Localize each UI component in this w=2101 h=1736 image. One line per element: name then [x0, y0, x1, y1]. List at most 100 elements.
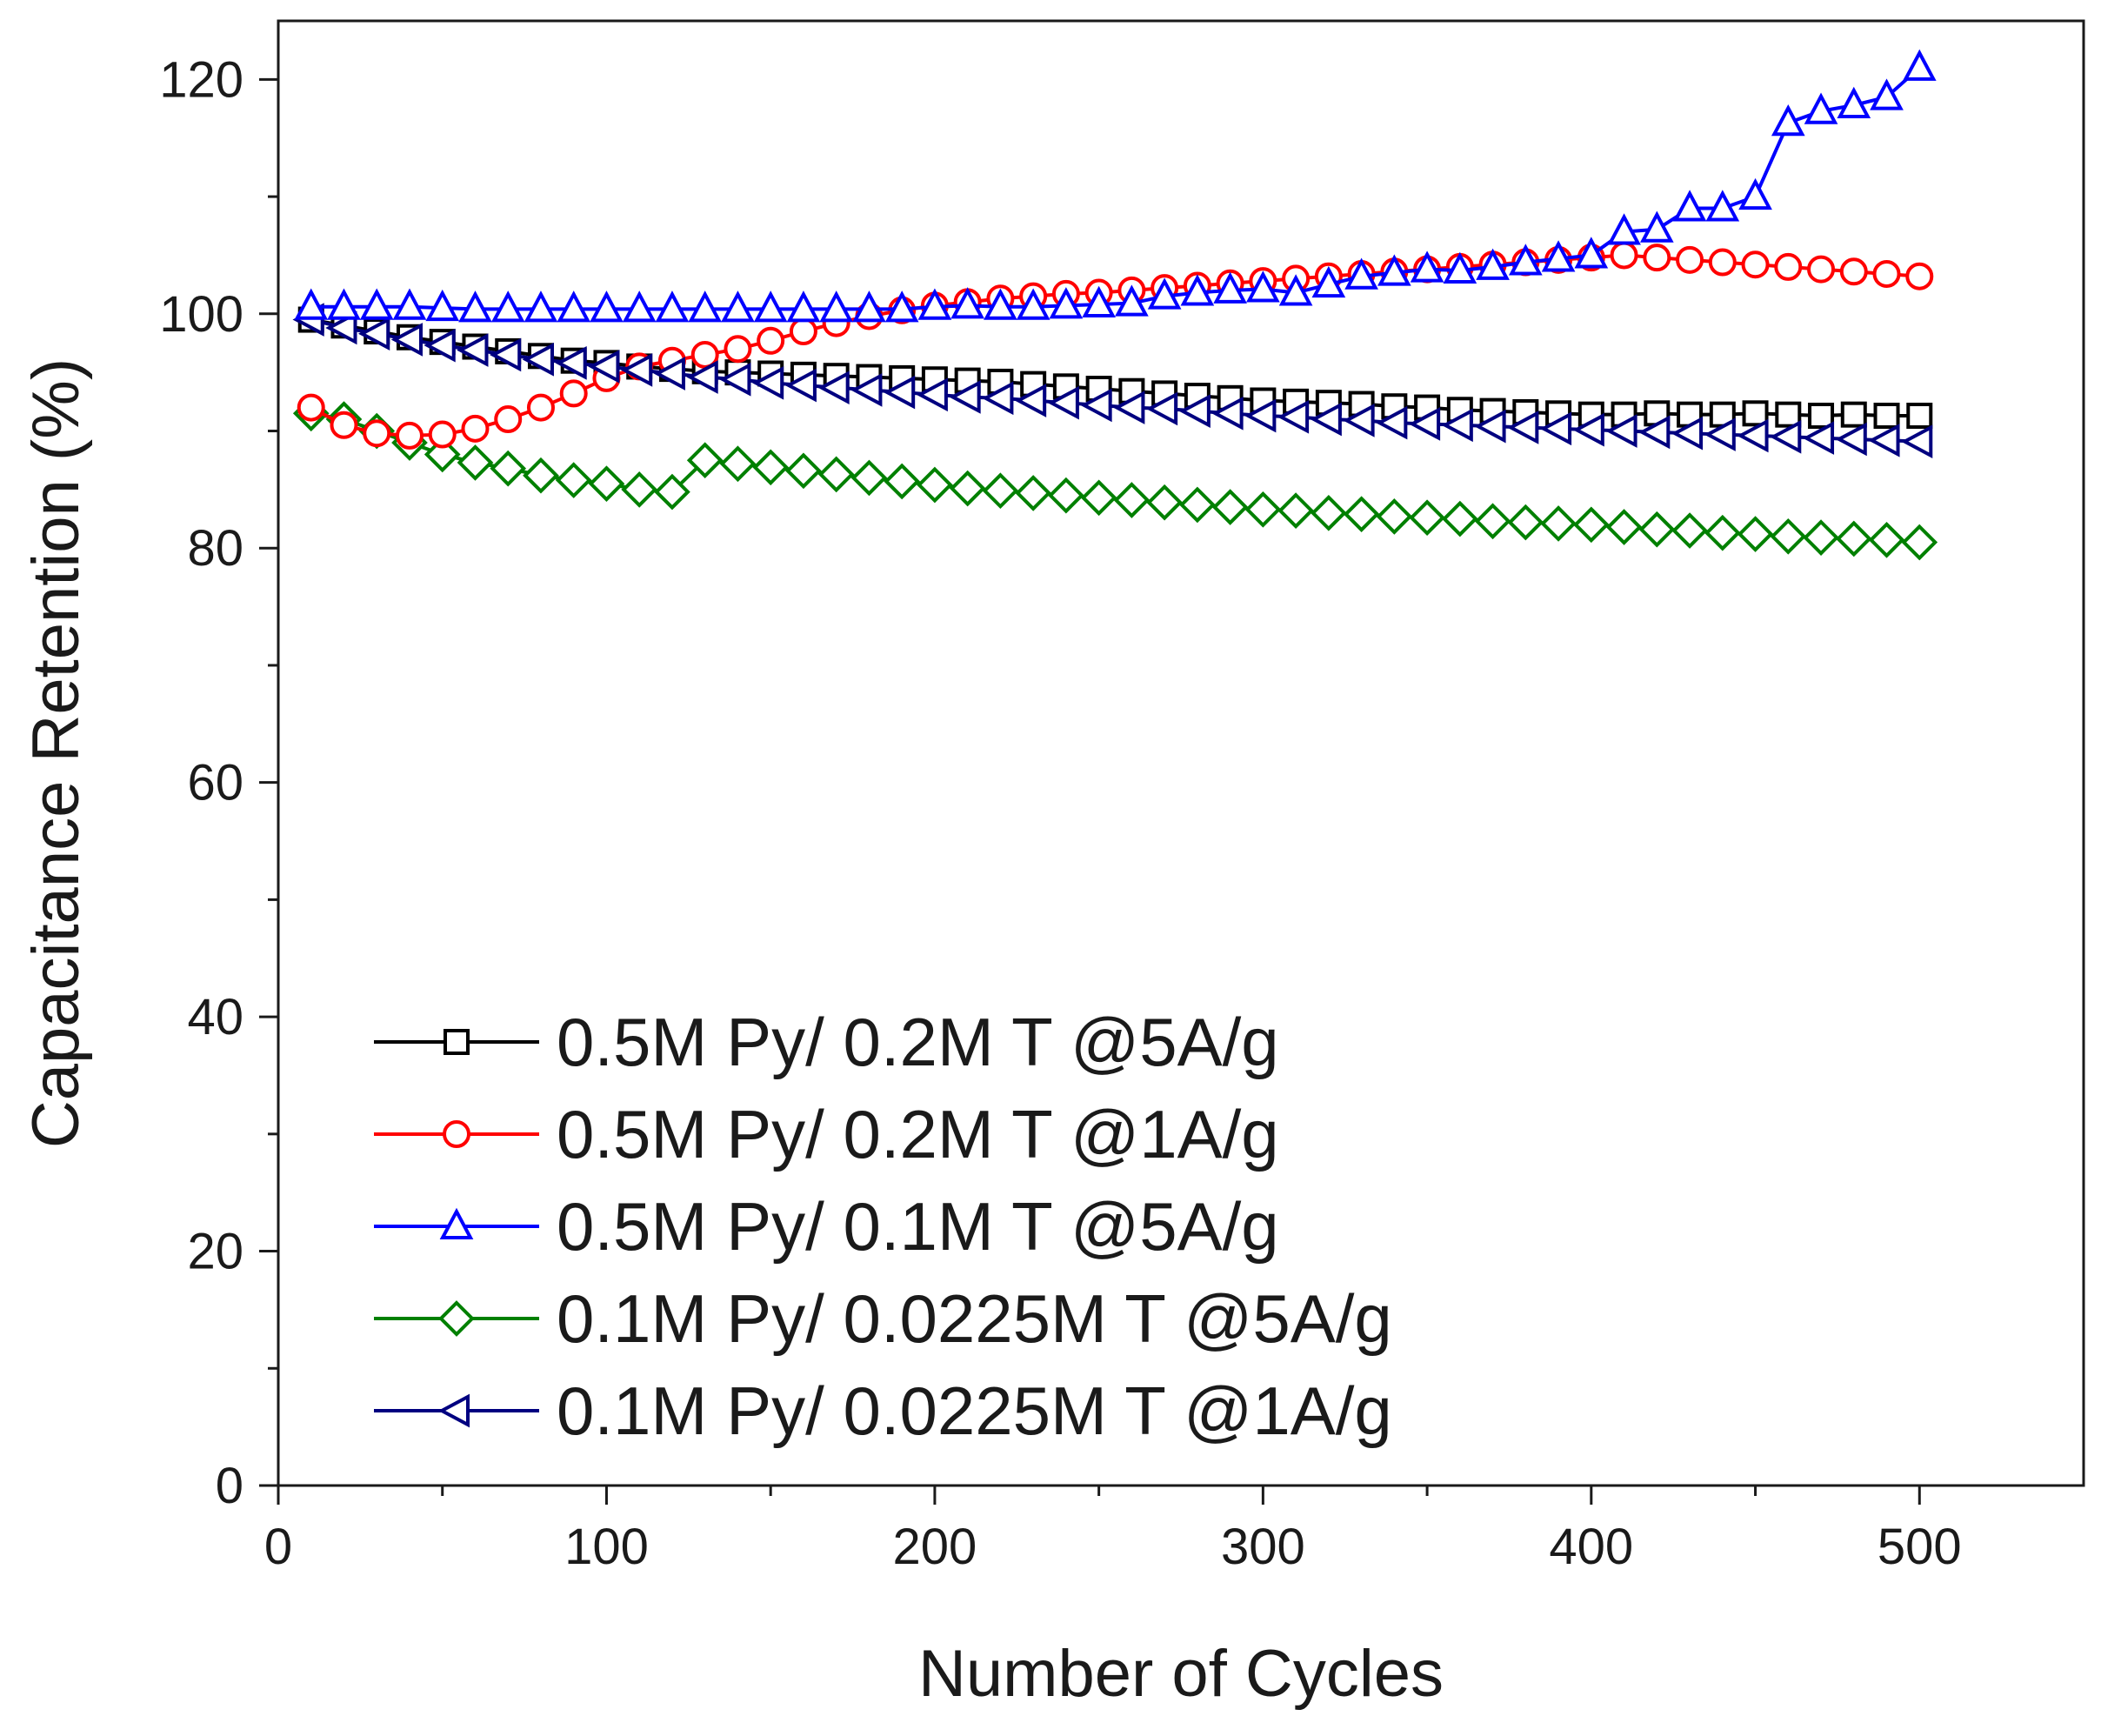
data-point [524, 290, 558, 323]
data-point [1839, 257, 1868, 286]
data-point [555, 346, 587, 380]
data-point [1376, 498, 1413, 535]
data-point [1605, 509, 1643, 545]
data-point [494, 405, 523, 434]
data-point [330, 411, 358, 439]
data-point [1311, 494, 1347, 531]
data-point [784, 368, 817, 403]
data-point [1671, 416, 1704, 451]
data-point [363, 419, 391, 448]
data-point [621, 471, 658, 508]
data-point [490, 450, 527, 487]
data-point [1047, 385, 1079, 420]
data-point [1145, 391, 1178, 426]
data-point [1508, 244, 1543, 276]
data-point [1901, 524, 1938, 561]
data-point [757, 326, 785, 355]
data-point [1572, 412, 1604, 447]
y-tick-label: 80 [187, 520, 243, 577]
data-point [1705, 190, 1740, 222]
legend-item: 0.5M Py/ 0.2M T @1A/g [374, 1096, 1279, 1172]
data-point [1672, 190, 1707, 222]
data-point [1901, 424, 1933, 458]
data-point [1807, 255, 1836, 284]
legend-label: 0.5M Py/ 0.2M T @1A/g [557, 1096, 1279, 1172]
legend-marker [439, 1207, 474, 1239]
data-point [884, 463, 920, 500]
data-point [489, 337, 522, 372]
data-point [785, 452, 822, 490]
data-point [457, 444, 494, 481]
data-point [1278, 274, 1313, 306]
data-point [917, 466, 953, 504]
legend-marker [444, 1029, 470, 1055]
data-point [819, 290, 854, 323]
data-point [1804, 92, 1838, 124]
data-point [1774, 252, 1803, 281]
data-point [751, 365, 784, 400]
data-point [1179, 486, 1216, 524]
data-point [1572, 506, 1610, 544]
data-point [1802, 421, 1835, 455]
data-point [555, 462, 592, 498]
data-point [1607, 213, 1641, 245]
data-point [1016, 288, 1050, 320]
data-point [1147, 277, 1182, 310]
data-point [1676, 245, 1704, 274]
data-point [1408, 407, 1441, 441]
data-point [1770, 419, 1802, 454]
y-tick-label: 0 [216, 1458, 243, 1514]
data-point [1244, 398, 1277, 433]
data-point [950, 287, 984, 319]
data-point [557, 290, 591, 323]
data-point [1574, 237, 1609, 269]
data-point [1277, 400, 1310, 434]
data-point [1442, 500, 1478, 537]
data-point [458, 290, 492, 323]
data-point [1441, 408, 1473, 443]
y-tick-label: 100 [159, 286, 243, 343]
data-point [1344, 257, 1378, 290]
data-point [1410, 250, 1444, 283]
data-point [1409, 499, 1445, 537]
data-point [1539, 411, 1572, 446]
data-point [1540, 505, 1577, 542]
data-point [724, 335, 752, 364]
data-point [424, 328, 456, 363]
series-4 [292, 395, 1938, 561]
data-point [1080, 388, 1112, 423]
data-point [752, 449, 790, 486]
data-point [1742, 400, 1769, 427]
x-tick-label: 200 [893, 1519, 977, 1575]
legend: 0.5M Py/ 0.2M T @5A/g 0.5M Py/ 0.2M T @1A… [374, 1004, 1392, 1449]
data-point [424, 436, 461, 473]
data-point [1476, 248, 1510, 280]
data-point [1277, 492, 1314, 529]
data-point [1180, 274, 1215, 306]
data-point [949, 380, 981, 414]
data-point [688, 290, 723, 323]
data-point [1872, 259, 1901, 288]
data-point [817, 371, 850, 405]
legend-label: 0.5M Py/ 0.2M T @5A/g [557, 1004, 1279, 1080]
data-point [1211, 396, 1244, 431]
data-point [982, 381, 1014, 416]
data-point [1868, 423, 1900, 457]
y-tick-label: 20 [187, 1224, 243, 1280]
data-point [620, 353, 653, 387]
data-point [359, 288, 394, 320]
x-tick-label: 500 [1878, 1519, 1962, 1575]
plot-area-frame [277, 19, 2085, 1487]
data-point [457, 333, 489, 367]
axis-ticks: 0 100 200 300 400 500 0 20 40 60 80 100 120 [159, 51, 1961, 1575]
series-5 [292, 303, 1933, 458]
y-tick-label: 120 [159, 51, 243, 108]
data-point [1474, 503, 1511, 540]
data-point [982, 472, 1019, 510]
data-point [1244, 491, 1282, 528]
data-point [1048, 477, 1084, 514]
y-tick-label: 60 [187, 755, 243, 811]
legend-item: 0.5M Py/ 0.2M T @5A/g [374, 1004, 1279, 1080]
data-point [1605, 414, 1637, 448]
data-point [917, 288, 952, 320]
